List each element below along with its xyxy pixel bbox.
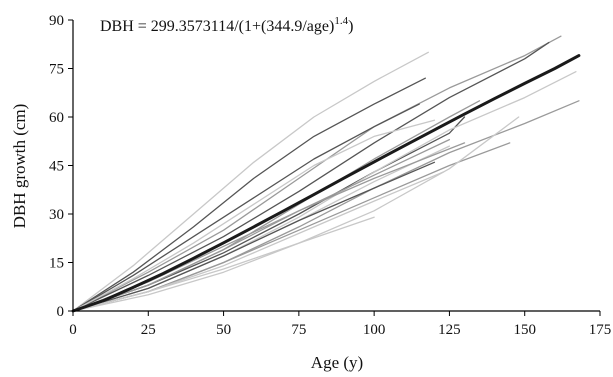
- equation-prefix: DBH = 299.3573114/(1+(344.9/age): [100, 18, 334, 35]
- tree-series-line: [72, 216, 375, 312]
- tree-series-line: [72, 35, 562, 312]
- y-tick-label: 30: [49, 207, 64, 223]
- y-tick-label: 15: [49, 256, 64, 272]
- equation-annotation: DBH = 299.3573114/(1+(344.9/age)1.4): [100, 15, 353, 35]
- tree-series-line: [72, 103, 420, 312]
- tree-series-line: [72, 119, 436, 312]
- tree-series-line: [72, 161, 436, 312]
- x-ticks: 0 25 50 75 100 125 150 175: [69, 311, 611, 338]
- tree-series-line: [72, 138, 451, 312]
- model-fit-line: [71, 54, 581, 313]
- tree-series-line: [72, 77, 426, 312]
- x-tick-label: 175: [589, 322, 612, 338]
- x-tick-label: 125: [438, 322, 461, 338]
- y-tick-label: 75: [49, 62, 64, 78]
- y-tick-label: 60: [49, 110, 64, 126]
- y-tick-label: 90: [49, 13, 64, 29]
- model-layer: [71, 54, 581, 313]
- tree-series-line: [72, 51, 429, 312]
- y-axis-title: DBH growth (cm): [10, 104, 29, 229]
- series-layer: [72, 35, 580, 312]
- x-tick-label: 50: [216, 322, 231, 338]
- equation-exponent: 1.4: [334, 15, 348, 27]
- tree-series-line: [72, 116, 520, 312]
- x-tick-label: 150: [513, 322, 536, 338]
- x-tick-label: 75: [291, 322, 306, 338]
- y-ticks: 0 15 30 45 60 75 90: [49, 13, 73, 320]
- tree-series-line: [72, 41, 550, 312]
- x-tick-label: 25: [141, 322, 156, 338]
- y-tick-label: 0: [57, 304, 65, 320]
- x-tick-label: 100: [363, 322, 386, 338]
- x-axis-title: Age (y): [311, 353, 363, 372]
- equation-suffix: ): [348, 18, 353, 35]
- y-tick-label: 45: [49, 159, 64, 175]
- x-tick-label: 0: [69, 322, 77, 338]
